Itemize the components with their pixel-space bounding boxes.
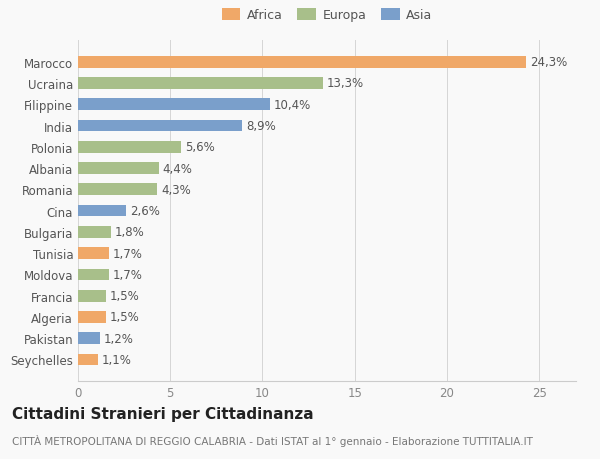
Bar (78, 57, 526, 68)
Text: 1,2%: 1,2% (104, 332, 134, 345)
Bar (78, 311, 106, 323)
Bar (78, 227, 111, 238)
Text: Cittadini Stranieri per Cittadinanza: Cittadini Stranieri per Cittadinanza (12, 406, 314, 421)
Bar (78, 120, 242, 132)
Text: 1,1%: 1,1% (102, 353, 132, 366)
Text: 4,3%: 4,3% (161, 184, 191, 196)
Text: 1,8%: 1,8% (115, 226, 145, 239)
Legend: Africa, Europa, Asia: Africa, Europa, Asia (219, 7, 435, 25)
Bar (78, 142, 181, 153)
Text: 1,7%: 1,7% (113, 269, 143, 281)
Bar (78, 248, 109, 259)
Bar (78, 333, 100, 344)
Bar (78, 205, 126, 217)
Text: 4,4%: 4,4% (163, 162, 193, 175)
Bar (78, 290, 106, 302)
Text: 8,9%: 8,9% (246, 120, 275, 133)
Text: 2,6%: 2,6% (130, 205, 160, 218)
Text: CITTÀ METROPOLITANA DI REGGIO CALABRIA - Dati ISTAT al 1° gennaio - Elaborazione: CITTÀ METROPOLITANA DI REGGIO CALABRIA -… (12, 434, 533, 446)
Bar (78, 269, 109, 280)
Text: 1,5%: 1,5% (109, 290, 139, 302)
Bar (78, 78, 323, 90)
Bar (78, 184, 157, 196)
Text: 5,6%: 5,6% (185, 141, 215, 154)
Bar (78, 354, 98, 365)
Text: 1,7%: 1,7% (113, 247, 143, 260)
Text: 1,5%: 1,5% (109, 311, 139, 324)
Bar (78, 99, 270, 111)
Text: 13,3%: 13,3% (327, 77, 364, 90)
Bar (78, 163, 159, 174)
Text: 24,3%: 24,3% (530, 56, 567, 69)
Text: 10,4%: 10,4% (274, 99, 311, 112)
